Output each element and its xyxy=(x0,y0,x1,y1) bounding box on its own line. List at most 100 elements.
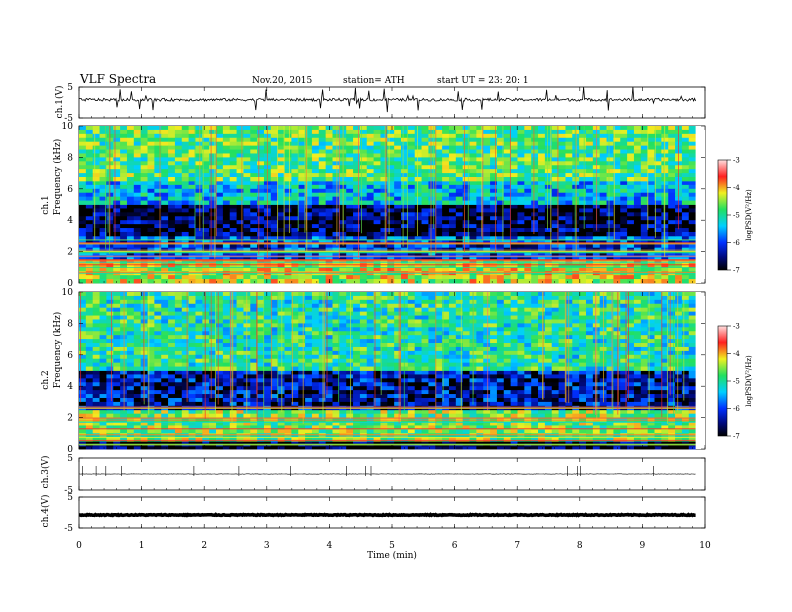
spectrogram-cell xyxy=(202,184,210,190)
spectrogram-cell xyxy=(380,224,388,229)
spectrogram-cell xyxy=(236,421,244,426)
spectrogram-cell xyxy=(188,137,196,143)
spectrogram-cell xyxy=(476,421,484,426)
spectrogram-cell xyxy=(633,137,642,143)
spectrogram-cell xyxy=(250,267,258,272)
spectrogram-cell xyxy=(565,441,573,445)
spectrogram-cell xyxy=(161,129,169,135)
spectrogram-cell xyxy=(483,220,491,225)
spectrogram-cell xyxy=(222,279,231,284)
spectrogram-cell xyxy=(133,437,142,442)
spectrogram-cell xyxy=(647,275,655,280)
spectrogram-cell xyxy=(442,231,450,237)
spectrogram-cell xyxy=(496,216,505,221)
spectrogram-cell xyxy=(353,173,361,178)
spectrogram-cell xyxy=(688,224,697,229)
spectrogram-cell xyxy=(435,413,443,418)
spectrogram-cell xyxy=(428,441,436,445)
spectrogram-cell xyxy=(380,177,388,182)
spectrogram-cell xyxy=(195,196,203,201)
spectrogram-cell xyxy=(387,188,395,194)
spectrogram-cell xyxy=(668,220,676,225)
spectrogram-cell xyxy=(661,378,669,383)
spectrogram-cell xyxy=(318,259,327,264)
spectrogram-cell xyxy=(551,259,559,264)
spectrogram-cell xyxy=(120,157,128,162)
spectrogram-cell xyxy=(257,196,265,201)
spectrogram-cell xyxy=(311,255,320,260)
spectrogram-cell xyxy=(229,441,237,445)
spectrogram-cell xyxy=(339,429,347,434)
spectrogram-cell xyxy=(85,374,94,379)
spectrogram-cell xyxy=(647,413,655,418)
spectrogram-cell xyxy=(442,429,450,434)
spectrogram-cell xyxy=(277,370,285,375)
spectrogram-cell xyxy=(147,251,155,256)
spectrogram-cell xyxy=(325,243,333,249)
spectrogram-cell xyxy=(606,224,614,229)
spectrogram-cell xyxy=(99,231,107,237)
spectrogram-cell xyxy=(291,382,299,387)
spectrogram-cell xyxy=(640,137,649,143)
spectrogram-cell xyxy=(654,180,662,186)
spectrogram-cell xyxy=(483,255,491,260)
spectrogram-cell xyxy=(442,224,450,229)
spectrogram-cell xyxy=(79,437,87,442)
spectrogram-cell xyxy=(476,429,484,434)
spectrogram-cell xyxy=(181,177,190,182)
spectrogram-cell xyxy=(407,429,416,434)
spectrogram-cell xyxy=(524,212,532,217)
spectrogram-cell xyxy=(263,429,272,434)
spectrogram-cell xyxy=(305,425,313,430)
spectrogram-cell xyxy=(469,141,477,147)
spectrogram-cell xyxy=(106,243,114,249)
spectrogram-cell xyxy=(305,173,313,178)
spectrogram-cell xyxy=(222,267,231,272)
spectrogram-cell xyxy=(353,192,361,198)
spectrogram-cell xyxy=(113,192,121,198)
spectrogram-cell xyxy=(250,133,258,139)
spectrogram-cell xyxy=(510,263,518,268)
spectrogram-cell xyxy=(476,137,484,143)
spectrogram-cell xyxy=(490,200,498,205)
spectrogram-cell xyxy=(161,259,169,264)
spectrogram-cell xyxy=(250,184,258,190)
spectrogram-cell xyxy=(558,180,566,186)
spectrogram-cell xyxy=(250,157,258,162)
spectrogram-cell xyxy=(469,204,477,209)
spectrogram-cell xyxy=(647,378,655,383)
spectrogram-cell xyxy=(380,204,388,209)
spectrogram-cell xyxy=(544,425,553,430)
spectrogram-cell xyxy=(407,165,416,170)
spectrogram-cell xyxy=(428,378,436,383)
spectrogram-cell xyxy=(688,137,697,143)
spectrogram-cell xyxy=(270,259,279,264)
spectrogram-cell xyxy=(250,153,258,158)
spectrogram-cell xyxy=(380,263,388,268)
spectrogram-cell xyxy=(613,188,621,194)
spectrogram-cell xyxy=(257,212,265,217)
spectrogram-cell xyxy=(325,169,333,174)
spectrogram-cell xyxy=(462,228,470,233)
spectrogram-cell xyxy=(154,425,162,430)
spectrogram-cell xyxy=(154,145,162,150)
spectrogram-cell xyxy=(613,126,621,131)
spectrogram-cell xyxy=(407,161,416,166)
spectrogram-cell xyxy=(640,184,649,190)
spectrogram-cell xyxy=(531,228,539,233)
spectrogram-cell xyxy=(558,220,566,225)
spectrogram-cell xyxy=(373,149,381,154)
spectrogram-cell xyxy=(188,433,196,438)
spectrogram-cell xyxy=(633,224,642,229)
spectrogram-cell xyxy=(517,126,525,131)
spectrogram-cell xyxy=(380,446,388,450)
spectrogram-cell xyxy=(202,173,210,178)
spectrogram-cell xyxy=(394,153,402,158)
spectrogram-cell xyxy=(462,216,470,221)
spectrogram-cell xyxy=(359,374,368,379)
spectrogram-cell xyxy=(476,251,484,256)
spectrogram-cell xyxy=(565,220,573,225)
spectrogram-cell xyxy=(243,421,251,426)
spectrogram-cell xyxy=(216,173,224,178)
spectrogram-cell xyxy=(298,212,306,217)
